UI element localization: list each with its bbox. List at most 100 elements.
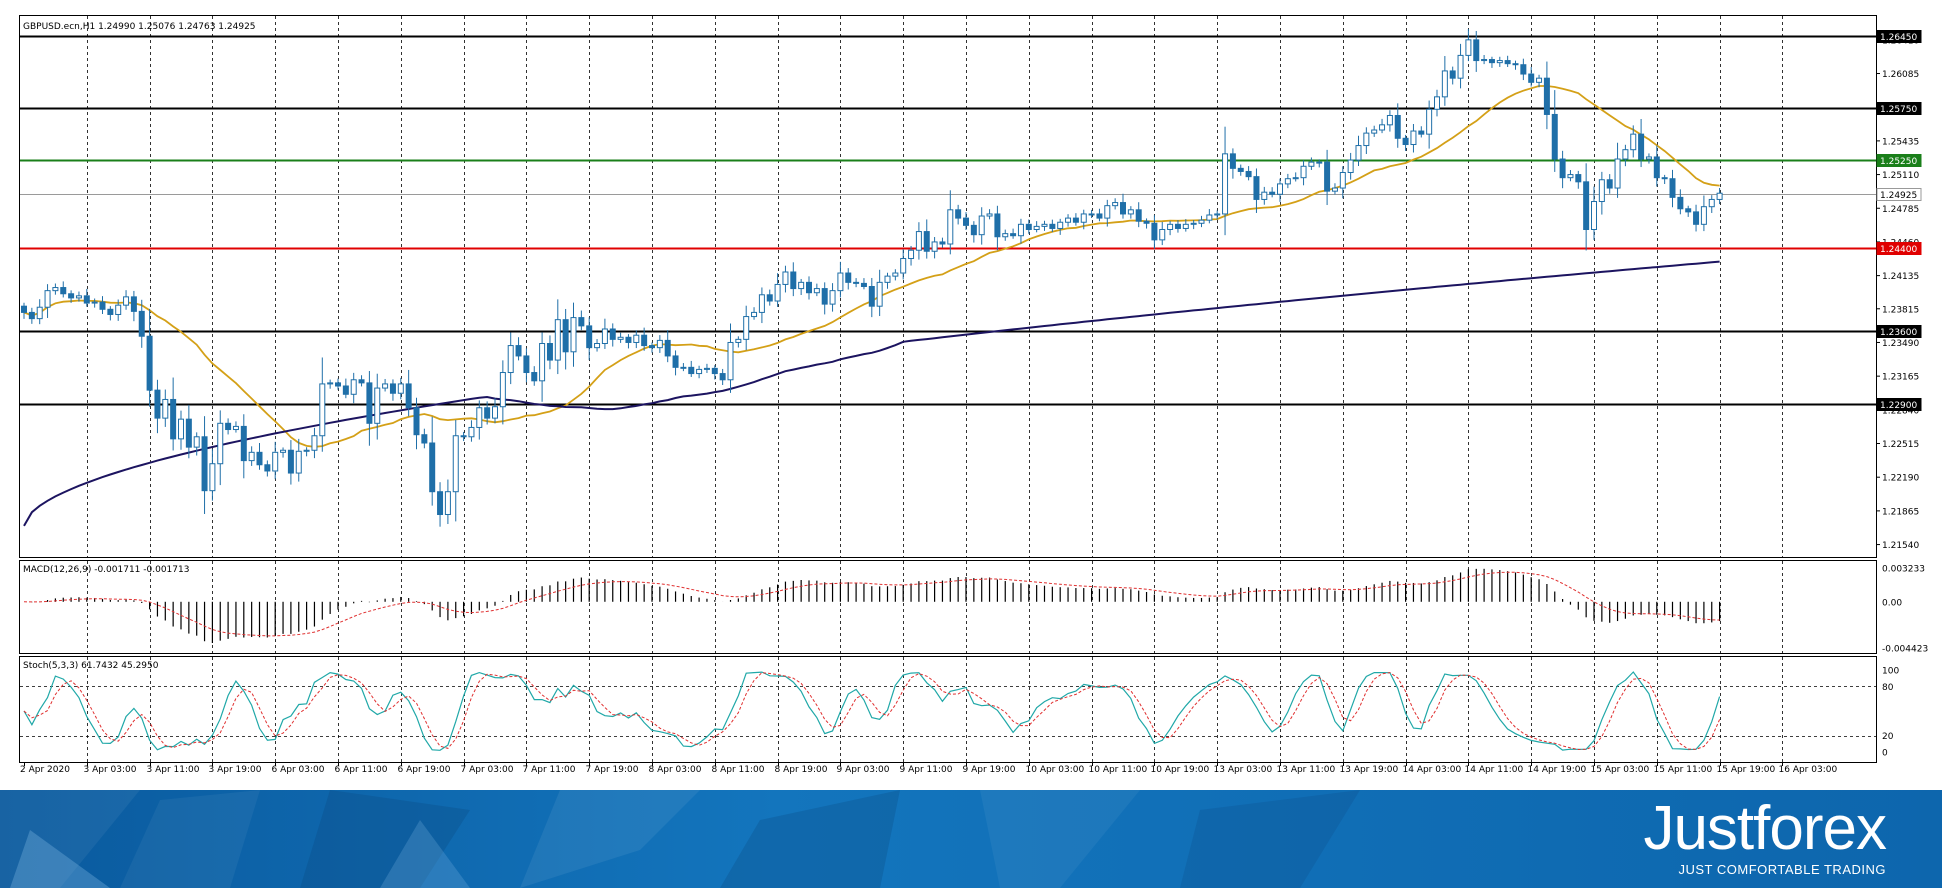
bull-candle bbox=[978, 215, 985, 236]
time-tick-label: 15 Apr 11:00 bbox=[1654, 765, 1713, 775]
price-tick-label: 1.23165 bbox=[1882, 373, 1919, 383]
bear-candle bbox=[1575, 174, 1582, 183]
bear-candle bbox=[955, 209, 962, 219]
bear-candle bbox=[586, 325, 593, 349]
bull-candle bbox=[727, 341, 734, 381]
bull-candle bbox=[680, 366, 687, 369]
bear-candle bbox=[578, 317, 585, 327]
time-tick-label: 15 Apr 03:00 bbox=[1591, 765, 1650, 775]
macd-tick-label: 0.003233 bbox=[1882, 565, 1925, 575]
bear-candle bbox=[130, 296, 137, 312]
bear-candle bbox=[1049, 223, 1056, 229]
bull-candle bbox=[633, 334, 640, 343]
time-tick-label: 13 Apr 03:00 bbox=[1214, 765, 1273, 775]
bear-candle bbox=[1559, 158, 1566, 179]
bear-candle bbox=[170, 398, 177, 440]
bull-candle bbox=[743, 316, 750, 340]
bear-candle bbox=[672, 355, 679, 368]
time-tick-label: 10 Apr 19:00 bbox=[1151, 765, 1210, 775]
bear-candle bbox=[609, 328, 616, 340]
level-label-box bbox=[1876, 188, 1922, 201]
macd-title: MACD(12,26,9) -0.001711 -0.001713 bbox=[23, 565, 189, 575]
bear-candle bbox=[146, 335, 153, 391]
level-label: 1.25250 bbox=[1880, 157, 1917, 167]
bear-candle bbox=[437, 491, 444, 516]
bear-candle bbox=[358, 379, 365, 384]
bear-candle bbox=[405, 383, 412, 409]
bear-candle bbox=[1151, 222, 1158, 241]
trading-chart: 1.264101.260851.257601.254351.251101.247… bbox=[19, 15, 1929, 775]
stoch-main-line bbox=[23, 671, 1721, 751]
bear-candle bbox=[515, 345, 522, 357]
level-label-box bbox=[1876, 30, 1922, 43]
time-tick-label: 7 Apr 03:00 bbox=[461, 765, 514, 775]
bull-candle bbox=[217, 422, 224, 465]
bull-candle bbox=[1112, 202, 1119, 207]
stoch-signal-line bbox=[23, 672, 1721, 751]
bear-candle bbox=[1606, 179, 1613, 189]
horizontal-levels bbox=[20, 35, 1876, 406]
bear-candle bbox=[342, 385, 349, 395]
bull-candle bbox=[617, 336, 624, 340]
level-label-box bbox=[1876, 325, 1922, 338]
time-axis: 2 Apr 2020 3 Apr 03:00 3 Apr 11:00 3 Apr 19… bbox=[20, 762, 1837, 775]
bear-candle bbox=[1402, 137, 1409, 146]
bear-candle bbox=[1394, 114, 1401, 139]
bull-candle bbox=[1708, 198, 1715, 208]
bear-candle bbox=[389, 383, 396, 394]
bear-candle bbox=[68, 293, 75, 299]
bull-candle bbox=[829, 290, 836, 305]
bull-candle bbox=[1339, 171, 1346, 189]
bull-candle bbox=[1591, 201, 1597, 230]
bear-candle bbox=[790, 271, 797, 290]
bull-candle bbox=[884, 275, 891, 283]
time-tick-label: 8 Apr 11:00 bbox=[712, 765, 765, 775]
bear-candle bbox=[421, 434, 428, 444]
bull-candle bbox=[91, 301, 98, 304]
bear-candle bbox=[1096, 213, 1103, 219]
bull-candle bbox=[1277, 183, 1283, 195]
bear-candle bbox=[806, 281, 812, 294]
bull-candle bbox=[1041, 223, 1048, 227]
time-tick-label: 7 Apr 11:00 bbox=[523, 765, 576, 775]
bull-candle bbox=[1379, 124, 1386, 131]
bear-candle bbox=[562, 319, 569, 353]
bull-candle bbox=[1410, 130, 1417, 146]
bull-candle bbox=[1598, 179, 1605, 203]
price-tick-label: 1.24135 bbox=[1882, 272, 1919, 282]
bull-candle bbox=[1206, 214, 1213, 221]
bull-candle bbox=[1308, 161, 1315, 167]
bear-candle bbox=[1583, 181, 1590, 230]
bull-candle bbox=[539, 343, 546, 382]
bear-candle bbox=[138, 310, 145, 337]
bull-candle bbox=[1300, 165, 1307, 179]
brand-tagline: JUST COMFORTABLE TRADING bbox=[1678, 862, 1886, 877]
bull-candle bbox=[1222, 153, 1229, 215]
bull-candle bbox=[1261, 191, 1268, 200]
bull-candle bbox=[1167, 223, 1174, 230]
banner-pattern bbox=[0, 790, 1360, 888]
macd-tick-label: 0.00 bbox=[1882, 598, 1902, 608]
brand-logo[interactable]: Justforex JUST COMFORTABLE TRADING bbox=[1643, 794, 1887, 878]
candlesticks bbox=[21, 29, 1723, 527]
bull-candle bbox=[499, 372, 506, 408]
bear-candle bbox=[994, 213, 1001, 238]
bear-candle bbox=[868, 286, 875, 307]
bear-candle bbox=[225, 422, 232, 431]
price-tick-label: 1.22840 bbox=[1882, 406, 1919, 416]
bear-candle bbox=[1653, 156, 1660, 179]
time-tick-label: 9 Apr 03:00 bbox=[837, 765, 890, 775]
bull-candle bbox=[1700, 206, 1707, 225]
bull-candle bbox=[1159, 228, 1166, 241]
bear-candle bbox=[429, 442, 436, 493]
bull-candle bbox=[1465, 39, 1472, 56]
time-tick-label: 7 Apr 19:00 bbox=[586, 765, 639, 775]
bull-candle bbox=[123, 296, 130, 306]
bear-candle bbox=[1135, 209, 1142, 222]
bear-candle bbox=[923, 231, 930, 252]
price-tick-label: 1.21865 bbox=[1882, 507, 1919, 517]
stochastic-indicator: 100 80 20 0 bbox=[20, 667, 1899, 759]
bull-candle bbox=[696, 368, 703, 375]
bull-candle bbox=[915, 231, 922, 251]
